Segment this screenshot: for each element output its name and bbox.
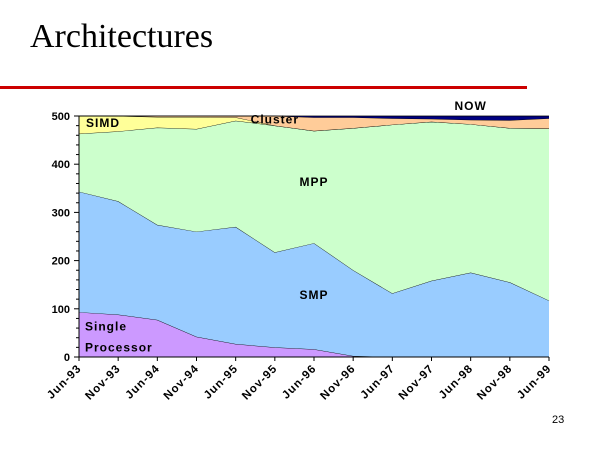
area-simd (79, 116, 549, 134)
x-tick-label: Jun-94 (124, 363, 163, 402)
chart-labels: Single Processor SMP MPP SIMD Cluster NOW (85, 99, 487, 354)
area-cluster (79, 116, 549, 131)
series-label-simd: SIMD (86, 116, 120, 130)
y-tick-label: 0 (64, 352, 70, 364)
x-tick-label: Jun-97 (359, 363, 398, 402)
area-now (79, 116, 549, 121)
series-label-now: NOW (455, 99, 487, 113)
series-label-smp: SMP (299, 288, 328, 302)
x-tick-label: Nov-94 (162, 363, 202, 403)
x-tick-label: Nov-93 (83, 363, 123, 403)
area-mpp (79, 120, 549, 301)
series-label-cluster: Cluster (251, 113, 299, 127)
x-tick-label: Nov-96 (318, 363, 358, 403)
x-tick-label: Nov-98 (475, 363, 515, 403)
x-tick-label: Jun-93 (45, 363, 84, 402)
y-tick-label: 400 (52, 159, 70, 171)
x-tick-label: Nov-97 (397, 363, 437, 403)
y-tick-label: 500 (52, 111, 70, 123)
x-tick-label: Jun-98 (437, 363, 476, 402)
chart-areas (78, 115, 550, 358)
title-rule (0, 86, 527, 89)
x-tick-label: Jun-99 (515, 363, 554, 402)
x-tick-label: Jun-95 (202, 363, 241, 402)
series-label-mpp: MPP (299, 175, 328, 189)
page-number: 23 (552, 414, 565, 426)
area-smp (79, 191, 549, 357)
area-single-processor (79, 312, 549, 357)
x-tick-label: Nov-95 (240, 363, 280, 403)
series-label-single-processor: Single Processor (85, 319, 153, 354)
y-tick-label: 100 (52, 304, 70, 316)
y-tick-label: 300 (52, 207, 70, 219)
y-tick-label: 200 (52, 256, 70, 268)
x-tick-label: Jun-96 (280, 363, 319, 402)
slide-title: Architectures (30, 18, 214, 55)
